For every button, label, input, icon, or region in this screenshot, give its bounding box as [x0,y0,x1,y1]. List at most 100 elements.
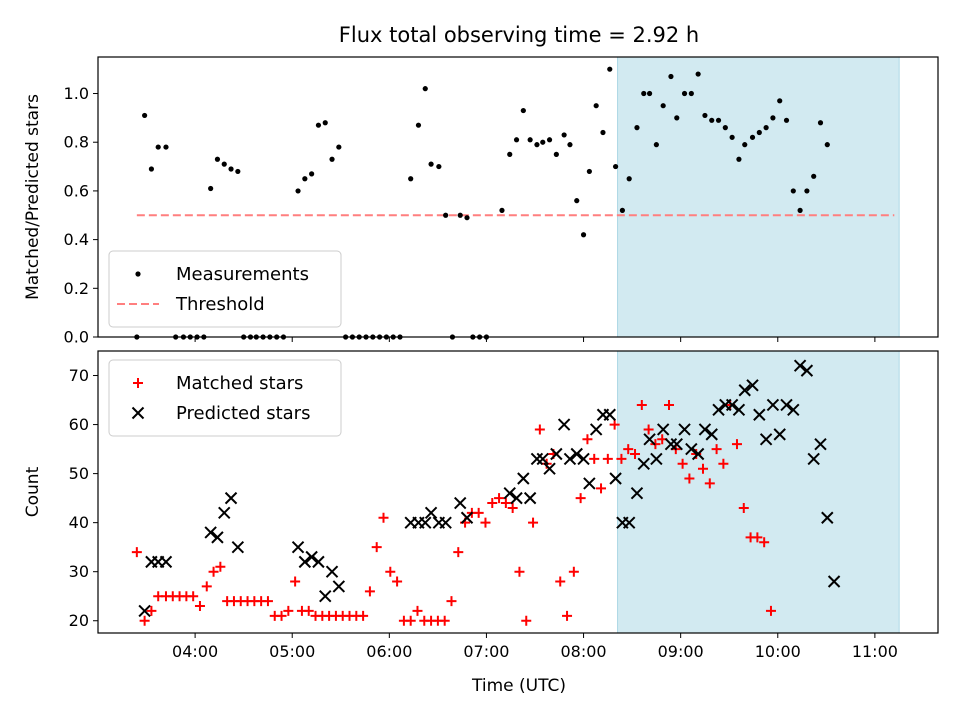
matched-star-point [562,610,573,621]
measurement-point [742,142,748,148]
predicted-star-point [821,511,834,524]
predicted-star-point [291,540,305,554]
y-axis-label: Count [23,466,43,517]
matched-star-point [636,399,647,410]
matched-star-point [623,444,634,455]
measurement-point [540,139,546,145]
predicted-star-point [691,447,705,461]
predicted-star-point [454,496,467,510]
measurement-point [322,120,328,126]
y-tick-label: 40 [69,513,89,532]
matched-star-point [194,601,205,612]
measurement-point [457,212,463,218]
measurement-point [408,176,414,182]
matched-star-point [358,610,369,621]
measurement-point [646,90,653,97]
predicted-star-point [678,423,691,436]
predicted-star-point [332,580,346,593]
matched-star-point [616,453,627,464]
measurement-point [709,117,715,123]
matched-star-point [528,517,539,528]
legend-bottom: Matched stars Predicted stars [108,359,342,437]
measurement-point [607,66,613,72]
measurement-point [527,137,533,143]
legend-label: Matched stars [176,373,303,394]
predicted-star-point [503,487,516,500]
predicted-star-point [550,447,563,461]
measurement-point [235,168,241,175]
legend-label: Measurements [176,264,309,285]
series-matched-stars [131,399,776,626]
measurement-point [336,144,342,150]
matched-star-point [664,399,675,410]
legend-box [108,359,342,437]
predicted-star-point [807,452,820,466]
measurement-point [804,188,810,194]
bottom-panel: 20 30 40 50 60 70 04:00 05:00 06:00 07:00 08:00 09:… [23,350,939,661]
predicted-star-point [589,423,603,436]
measurement-point [797,207,803,213]
matched-star-point [704,478,715,489]
measurement-point [221,161,227,167]
matched-star-point [262,596,273,607]
predicted-star-point [319,590,332,603]
measurement-point [817,120,824,126]
matched-star-point [500,498,511,509]
matched-star-point [568,566,579,577]
matched-star-point [589,453,600,464]
x-tick-label: 06:00 [366,642,412,661]
measurement-point [534,142,540,148]
measurement-point [777,98,783,104]
observing-span-bottom [617,350,900,634]
measurement-point [688,90,694,97]
predicted-star-point [670,437,683,451]
axes-frame-bottom [97,350,939,634]
predicted-star-point [211,531,224,544]
predicted-star-point [204,526,217,539]
predicted-star-point [725,398,739,412]
predicted-star-point [698,423,712,436]
matched-star-point [371,542,382,553]
measurement-point [574,198,580,204]
predicted-star-point [630,487,644,500]
predicted-star-point [138,604,151,618]
predicted-star-point [312,555,325,569]
x-tick-label: 04:00 [172,642,218,661]
y-tick-label: 1.0 [64,84,89,103]
predicted-star-point [510,491,523,505]
y-tick-label: 0.6 [64,181,89,200]
measurement-point [163,144,169,150]
measurement-point [722,125,728,131]
measurement-point [612,163,619,170]
predicted-star-point [732,403,746,417]
measurement-point [653,142,659,148]
predicted-star-point [622,516,636,529]
measurement-point [499,207,505,213]
measurement-point [681,90,688,97]
predicted-star-point [583,477,596,490]
predicted-star-point [650,452,663,466]
matched-star-point [602,453,613,464]
predicted-star-point [827,575,841,588]
x-tick-label: 11:00 [852,642,898,661]
matched-star-point [201,581,212,592]
predicted-star-point [753,408,766,421]
predicted-star-point [439,516,452,529]
measurement-point [634,125,640,131]
legend-measurement-marker [135,271,141,277]
predicted-star-point [298,555,312,569]
matched-star-point [453,547,464,558]
measurement-point [302,176,308,182]
y-tick-label: 0.8 [64,133,89,152]
predicted-star-point [780,398,793,412]
matched-star-point [392,576,403,587]
matched-star-point [677,458,688,469]
predicted-star-point [523,491,537,505]
matched-star-point [364,586,375,597]
predicted-star-point [705,428,718,441]
matched-star-point [765,605,776,616]
predicted-star-point [609,472,622,485]
measurement-point [295,188,301,194]
measurement-point [626,176,632,182]
